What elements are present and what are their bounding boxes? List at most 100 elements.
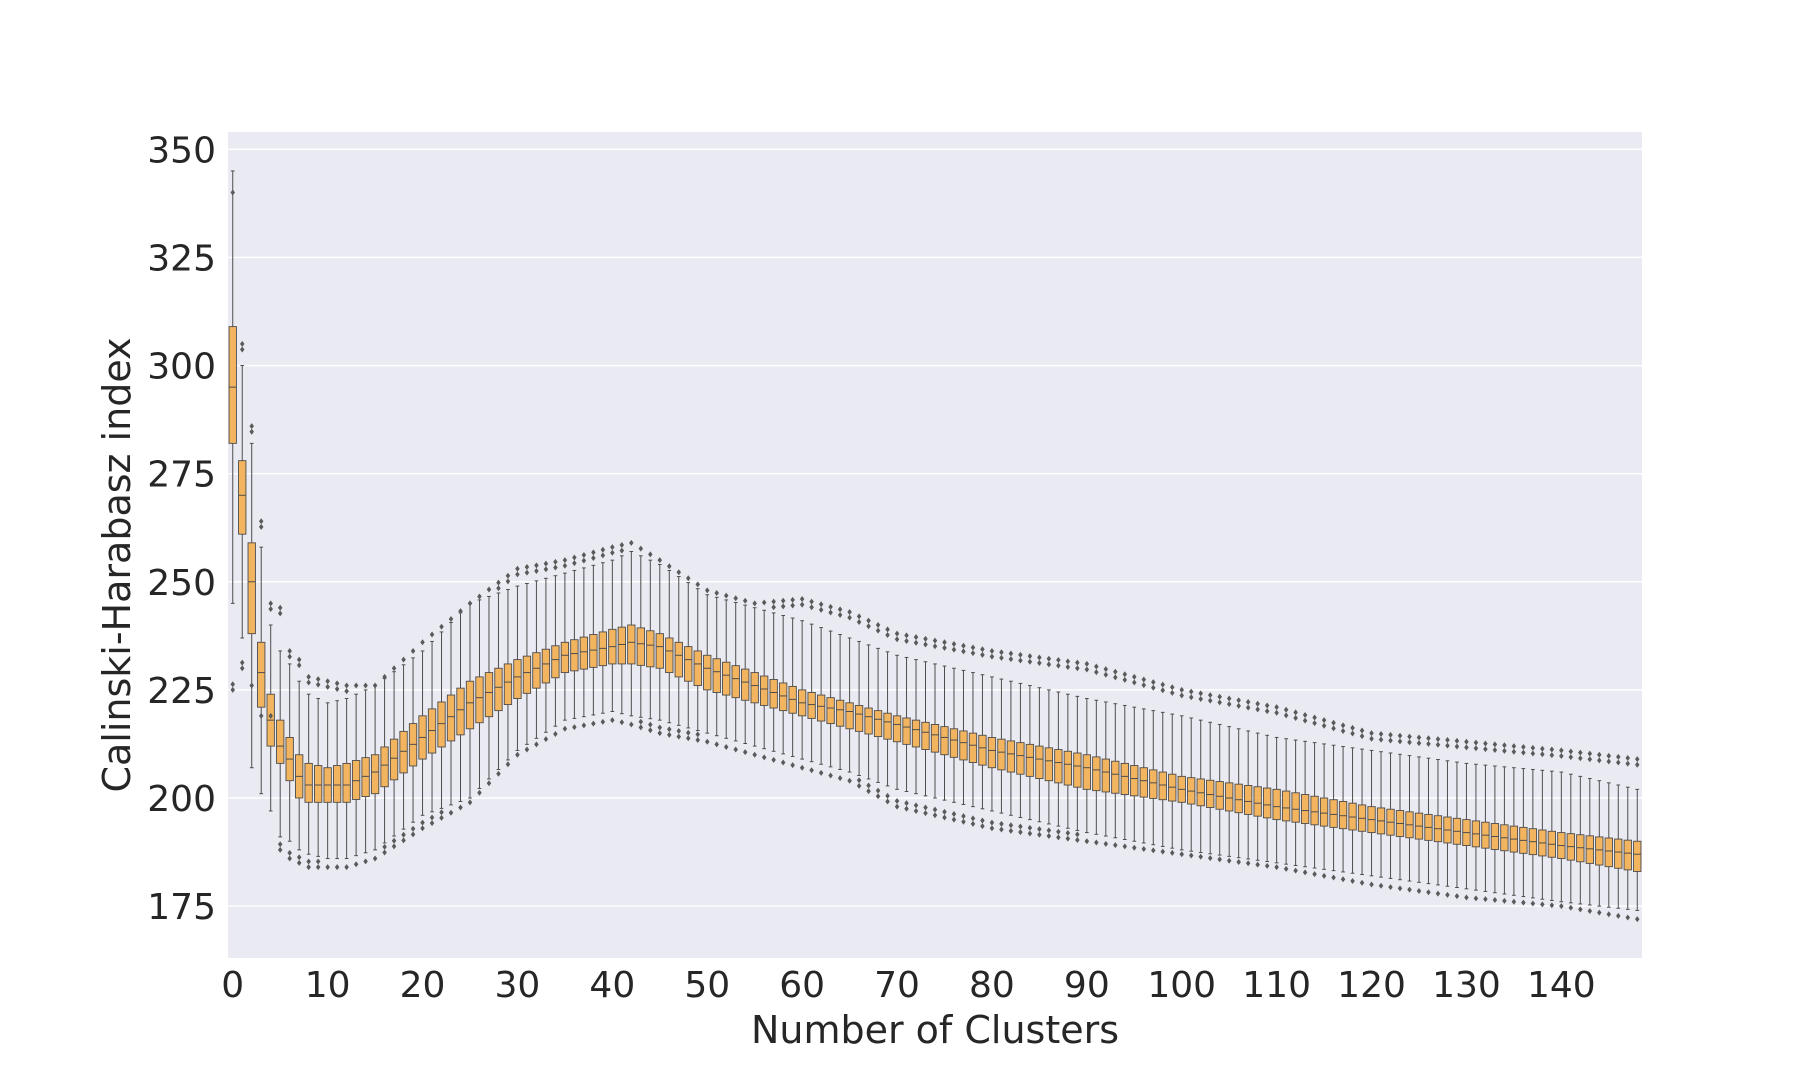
flier-high [818,606,824,613]
flier-low [970,815,976,822]
flier-high [714,590,719,597]
box-48 [684,575,693,742]
box-iqr [873,710,883,738]
box-iqr [949,728,959,758]
box-iqr [911,719,921,748]
flier-low [723,743,729,750]
flier-low [989,825,995,832]
flier-high [923,635,928,642]
flier-high [1264,702,1270,709]
flier-high [287,653,292,660]
box-145 [1604,752,1613,918]
flier-low [572,724,577,731]
flier-high [505,572,511,579]
box-iqr [1082,754,1091,790]
flier-high [875,627,881,634]
box-iqr [589,634,598,668]
box-iqr [1035,745,1044,779]
flier-low [1445,891,1450,898]
box-141 [1566,748,1575,911]
flier-low [1435,890,1441,897]
flier-high [1293,709,1298,716]
flier-high [1065,663,1071,670]
box-144 [1595,751,1604,916]
flier-high [249,423,254,430]
box-111 [1281,706,1291,872]
box-iqr [1319,797,1329,827]
flier-high [961,648,966,655]
flier-low [761,754,767,761]
flier-high [429,631,435,638]
box-iqr [484,672,494,718]
y-tick-label: 225 [147,671,216,712]
flier-low [1169,849,1175,856]
flier-high [638,545,644,552]
flier-high [1340,727,1346,734]
box-iqr [1111,760,1120,794]
flier-high [1084,660,1090,667]
flier-high [1378,730,1384,737]
flier-high [1331,719,1336,726]
box-78 [968,644,978,827]
flier-high [467,600,473,607]
flier-high [334,686,340,693]
flier-low [258,712,264,719]
flier-high [1274,704,1279,711]
flier-high [1549,746,1555,753]
flier-low [1521,899,1526,906]
box-iqr [1262,787,1272,819]
x-tick-label: 130 [1432,965,1501,1006]
flier-high [1122,671,1128,678]
flier-low [1502,897,1507,904]
flier-low [923,810,928,817]
box-8 [304,673,313,871]
flier-high [448,615,454,622]
box-136 [1519,743,1528,906]
box-30 [513,565,522,758]
flier-low [961,818,966,825]
flier-high [619,542,625,548]
flier-high [325,683,330,690]
box-iqr [684,646,693,682]
flier-low [429,814,435,821]
flier-low [885,792,890,799]
box-81 [997,649,1006,833]
flier-low [496,770,501,777]
flier-low [458,804,463,811]
box-2 [247,423,256,769]
flier-low [648,727,653,734]
x-tick-label: 110 [1242,965,1311,1006]
flier-low [230,686,235,693]
flier-high [1616,759,1621,766]
box-iqr [769,679,778,709]
flier-low [1122,843,1128,850]
flier-high [1540,745,1545,752]
flier-low [1492,897,1498,904]
flier-high [249,428,254,435]
box-66 [854,613,864,789]
flier-high [1435,741,1441,748]
flier-high [306,679,311,686]
box-iqr [370,754,380,795]
flier-low [543,736,549,743]
flier-low [742,749,748,756]
flier-high [980,651,985,658]
flier-low [686,735,691,742]
box-134 [1500,742,1509,904]
flier-high [1122,676,1128,683]
box-iqr [826,697,835,725]
flier-low [885,798,890,805]
flier-high [1293,714,1298,721]
box-iqr [1595,836,1604,866]
flier-high [1502,747,1507,754]
x-tick-label: 90 [1064,965,1110,1006]
flier-high [334,680,340,687]
box-iqr [1576,834,1585,863]
flier-high [1426,740,1431,747]
box-128 [1443,737,1452,898]
flier-high [268,600,273,607]
box-iqr [617,626,626,665]
flier-high [1388,737,1393,744]
box-iqr [1130,765,1139,797]
